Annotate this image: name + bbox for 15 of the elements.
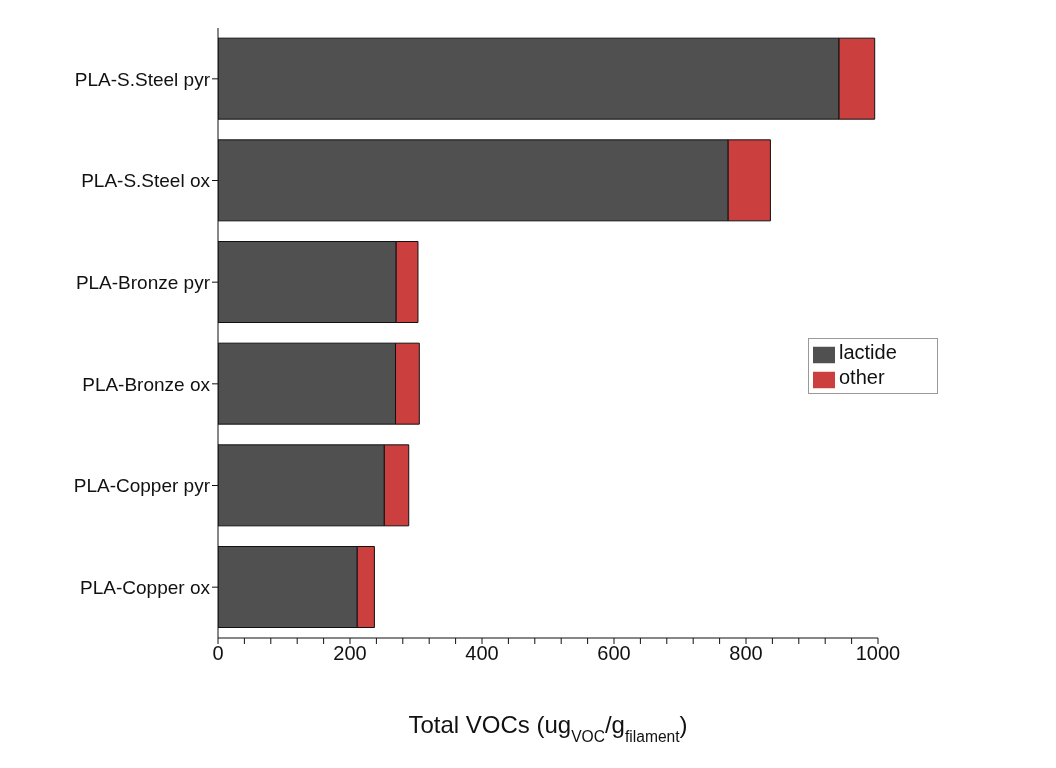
- y-tick-label: PLA-Bronze ox: [82, 373, 211, 395]
- x-tick-label: 400: [465, 642, 499, 665]
- x-tick-label: 200: [333, 642, 367, 665]
- legend-label: lactide: [839, 341, 897, 363]
- x-axis-title: Total VOCs (ug$_{VOC}$/g$_{filament}$): [408, 711, 688, 745]
- y-tick-label: PLA-S.Steel pyr: [74, 68, 211, 90]
- x-tick-label: 600: [597, 642, 631, 665]
- x-tick-label: 0: [212, 642, 224, 665]
- y-tick-label: PLA-Copper ox: [80, 576, 211, 598]
- y-tick-label: PLA-Bronze pyr: [75, 271, 211, 293]
- x-tick-label: 800: [729, 642, 763, 665]
- y-tick-label: PLA-S.Steel ox: [81, 170, 211, 192]
- y-tick-label: PLA-Copper pyr: [73, 475, 211, 497]
- x-tick-label: 1000: [855, 642, 901, 665]
- legend-label: other: [839, 365, 885, 388]
